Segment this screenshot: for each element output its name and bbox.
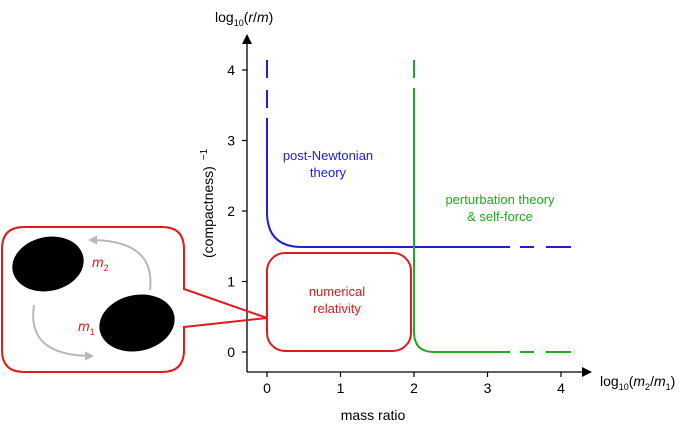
y-tick-label: 4	[227, 62, 235, 78]
x-tick-label: 3	[484, 380, 492, 396]
x-axis-label: log10(m2/m1)	[600, 373, 675, 392]
m1-label: m1	[78, 318, 95, 337]
y-tick-label: 3	[227, 133, 235, 149]
post-newtonian-label: post-Newtonian theory	[283, 148, 373, 180]
black-hole-m1	[99, 294, 175, 352]
x-tick-label: 1	[337, 380, 345, 396]
m2-label: m2	[92, 254, 109, 273]
black-hole-m2	[12, 236, 84, 292]
numerical-relativity-box	[266, 252, 412, 352]
y-tick-label: 2	[227, 203, 235, 219]
y-axis-label: log10(r/m)	[215, 9, 273, 28]
y-tick-label: 0	[227, 344, 235, 360]
y-ticks: 0 1 2 3 4	[227, 62, 247, 360]
x-tick-label: 4	[557, 380, 565, 396]
post-newtonian-boundary	[266, 60, 571, 248]
numerical-relativity-label: numerical relativity	[309, 284, 365, 316]
x-caption: mass ratio	[341, 407, 406, 423]
orbit-arrow-bottom	[32, 304, 94, 361]
x-tick-label: 0	[263, 380, 271, 396]
perturbation-label: perturbation theory & self-force	[445, 192, 555, 224]
y-tick-label: 1	[227, 274, 235, 290]
orbit-arrow-top	[88, 235, 152, 291]
y-side-label: (compactness)−1	[199, 148, 216, 258]
x-ticks: 0 1 2 3 4	[263, 372, 565, 396]
x-tick-label: 2	[410, 380, 418, 396]
perturbation-boundary	[413, 60, 571, 353]
binary-callout	[1, 226, 268, 373]
